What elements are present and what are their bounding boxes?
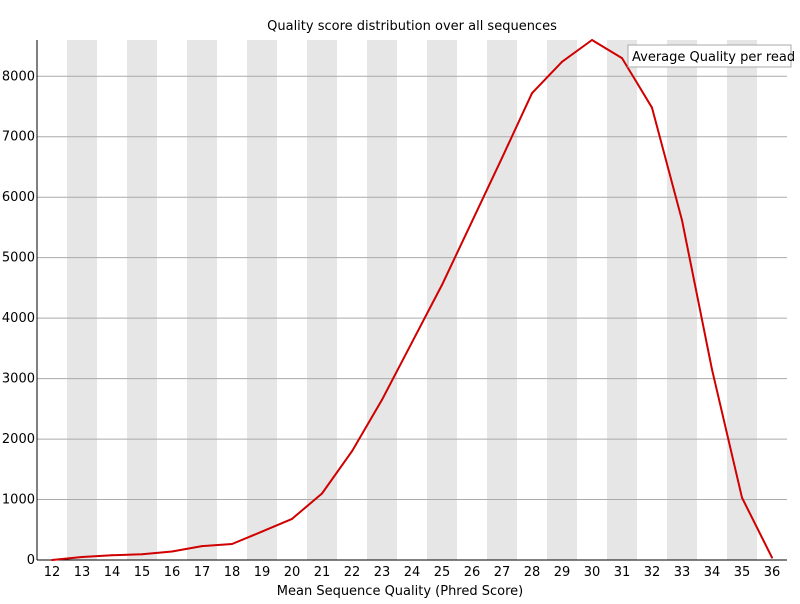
data-point-18 bbox=[231, 542, 233, 545]
band-25 bbox=[427, 40, 457, 560]
y-tick-label-2000: 2000 bbox=[2, 432, 35, 447]
data-point-14 bbox=[111, 554, 113, 557]
x-tick-label-26: 26 bbox=[464, 565, 481, 580]
y-tick-label-0: 0 bbox=[27, 553, 35, 568]
data-point-35 bbox=[741, 496, 743, 499]
x-tick-label-35: 35 bbox=[734, 565, 751, 580]
y-tick-labels: 0 1000 2000 3000 4000 5000 6000 7000 8000 bbox=[2, 69, 35, 568]
data-point-24 bbox=[411, 341, 413, 344]
x-tick-label-29: 29 bbox=[554, 565, 571, 580]
background-bands bbox=[67, 40, 757, 560]
data-point-13 bbox=[81, 555, 83, 558]
y-tick-label-4000: 4000 bbox=[2, 311, 35, 326]
data-point-22 bbox=[351, 450, 353, 453]
x-axis-label: Mean Sequence Quality (Phred Score) bbox=[277, 584, 523, 599]
x-tick-label-33: 33 bbox=[674, 565, 691, 580]
x-tick-label-24: 24 bbox=[404, 565, 421, 580]
series-line-average-quality bbox=[51, 39, 773, 561]
y-tick-label-7000: 7000 bbox=[2, 130, 35, 145]
data-point-30 bbox=[591, 39, 593, 41]
band-33 bbox=[667, 40, 697, 560]
y-tick-label-8000: 8000 bbox=[2, 69, 35, 84]
data-point-34 bbox=[711, 368, 713, 371]
y-tick-label-5000: 5000 bbox=[2, 251, 35, 266]
band-13 bbox=[67, 40, 97, 560]
x-tick-labels: 12 13 14 15 16 17 18 19 20 21 22 23 24 25 26 27 28 29 30 31… bbox=[44, 565, 781, 580]
chart-title: Quality score distribution over all sequ… bbox=[267, 19, 557, 34]
x-tick-label-23: 23 bbox=[374, 565, 391, 580]
x-tick-label-19: 19 bbox=[254, 565, 271, 580]
data-point-21 bbox=[321, 492, 323, 495]
x-tick-label-32: 32 bbox=[644, 565, 661, 580]
band-17 bbox=[187, 40, 217, 560]
data-point-16 bbox=[171, 550, 173, 553]
x-tick-label-20: 20 bbox=[284, 565, 301, 580]
data-point-31 bbox=[621, 57, 623, 60]
band-31 bbox=[607, 40, 637, 560]
data-point-27 bbox=[501, 156, 503, 159]
legend-entry-average-quality: Average Quality per read bbox=[632, 50, 795, 65]
x-tick-label-14: 14 bbox=[104, 565, 121, 580]
series-lines bbox=[51, 39, 773, 561]
data-point-29 bbox=[561, 60, 563, 63]
x-tick-label-12: 12 bbox=[44, 565, 61, 580]
y-tick-label-6000: 6000 bbox=[2, 190, 35, 205]
band-15 bbox=[127, 40, 157, 560]
band-35 bbox=[727, 40, 757, 560]
axes bbox=[36, 40, 787, 561]
x-tick-label-36: 36 bbox=[764, 565, 781, 580]
data-point-36 bbox=[771, 556, 773, 559]
data-point-12 bbox=[51, 559, 53, 561]
x-tick-label-17: 17 bbox=[194, 565, 211, 580]
data-point-32 bbox=[651, 106, 653, 109]
data-point-19 bbox=[261, 530, 263, 533]
legend-box bbox=[627, 44, 792, 68]
grid-lines bbox=[37, 75, 787, 501]
x-tick-label-22: 22 bbox=[344, 565, 361, 580]
x-tick-label-21: 21 bbox=[314, 565, 331, 580]
x-tick-label-16: 16 bbox=[164, 565, 181, 580]
data-point-17 bbox=[201, 545, 203, 548]
band-21 bbox=[307, 40, 337, 560]
band-29 bbox=[547, 40, 577, 560]
data-point-26 bbox=[471, 220, 473, 223]
x-tick-label-13: 13 bbox=[74, 565, 91, 580]
data-point-33 bbox=[681, 219, 683, 222]
data-point-15 bbox=[141, 553, 143, 556]
data-point-23 bbox=[381, 398, 383, 401]
x-tick-label-25: 25 bbox=[434, 565, 451, 580]
y-tick-label-3000: 3000 bbox=[2, 372, 35, 387]
data-point-28 bbox=[531, 92, 533, 95]
x-tick-label-31: 31 bbox=[614, 565, 631, 580]
band-19 bbox=[247, 40, 277, 560]
band-27 bbox=[487, 40, 517, 560]
x-tick-label-27: 27 bbox=[494, 565, 511, 580]
band-23 bbox=[367, 40, 397, 560]
legend: Average Quality per read bbox=[627, 44, 795, 68]
x-tick-label-34: 34 bbox=[704, 565, 721, 580]
x-tick-label-28: 28 bbox=[524, 565, 541, 580]
data-point-25 bbox=[441, 283, 443, 286]
x-tick-label-18: 18 bbox=[224, 565, 241, 580]
x-tick-label-30: 30 bbox=[584, 565, 601, 580]
data-point-20 bbox=[291, 517, 293, 520]
x-tick-label-15: 15 bbox=[134, 565, 151, 580]
y-tick-label-1000: 1000 bbox=[2, 493, 35, 508]
